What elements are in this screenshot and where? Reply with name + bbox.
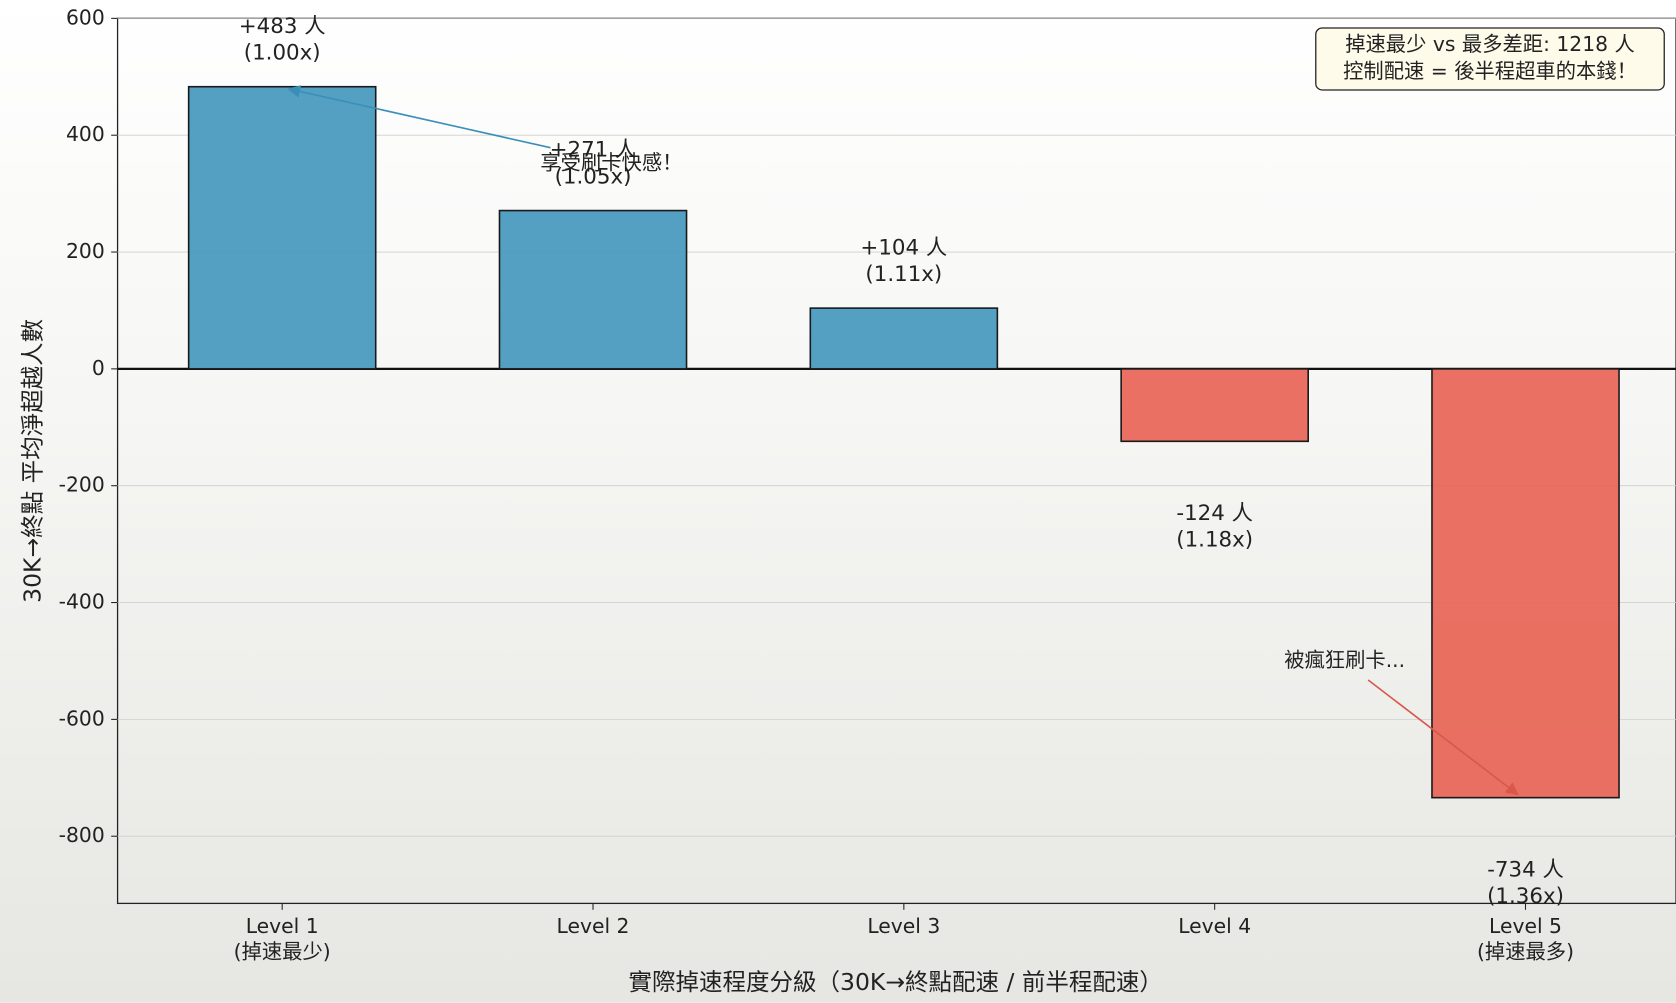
y-tick-label: -600 (59, 706, 105, 730)
x-tick-label-line: Level 4 (1178, 914, 1251, 938)
x-tick-label-line: Level 2 (557, 914, 630, 938)
x-tick-label: Level 4 (1178, 914, 1251, 938)
value-label-line: (1.18x) (1176, 528, 1253, 553)
x-tick-label-line: Level 1 (246, 914, 319, 938)
value-label: -124 人(1.18x) (1176, 501, 1253, 553)
info-box (1315, 27, 1665, 91)
x-tick-label-line: (掉速最多) (1477, 940, 1574, 964)
x-tick-label: Level 1 (掉速最少) (234, 914, 331, 964)
y-tick-label: -800 (59, 823, 105, 847)
value-label-line: (1.11x) (865, 262, 942, 287)
x-tick-label-line: Level 3 (867, 914, 940, 938)
value-label-line: -124 人 (1176, 501, 1253, 526)
y-tick-label: -200 (59, 473, 105, 497)
bar (1120, 368, 1310, 443)
x-tick-label-line: Level 5 (1489, 914, 1562, 938)
value-label-line: (1.05x) (555, 164, 632, 189)
y-tick-label: 600 (66, 5, 105, 29)
value-label-line: (1.36x) (1487, 884, 1564, 909)
y-tick-label: -400 (59, 590, 105, 614)
y-tick-label: 200 (66, 239, 105, 263)
bar (187, 85, 377, 370)
value-label: -734 人(1.36x) (1487, 857, 1564, 909)
value-label-line: +271 人 (550, 138, 637, 163)
value-label-line: +104 人 (860, 235, 947, 260)
annotation-arrow (287, 85, 551, 149)
value-label-line: +483 人 (239, 14, 326, 39)
annotation: 被瘋狂刷卡... (1284, 648, 1405, 672)
bar (498, 209, 688, 370)
info-text: 掉速最少 vs 最多差距: 1218 人 (1345, 32, 1635, 56)
y-axis-label: 30K→終點 平均淨超越人數 (19, 319, 47, 603)
x-tick-label: Level 2 (557, 914, 630, 938)
x-tick-label: Level 3 (867, 914, 940, 938)
value-label-line: -734 人 (1487, 857, 1564, 882)
x-tick-label-line: (掉速最少) (234, 940, 331, 964)
value-label: +104 人(1.11x) (860, 235, 947, 287)
y-tick-label: 0 (92, 356, 105, 380)
bar (809, 307, 999, 370)
x-tick-label: Level 5 (掉速最多) (1477, 914, 1574, 964)
value-label-line: (1.00x) (244, 41, 321, 66)
bar (1431, 368, 1620, 799)
y-tick-label: 400 (66, 122, 105, 146)
x-axis-label: 實際掉速程度分級（30K→終點配速 / 前半程配速） (629, 968, 1163, 996)
value-label: +483 人(1.00x) (239, 14, 326, 66)
info-text: 控制配速 = 後半程超車的本錢！ (1343, 59, 1637, 83)
annotation: 享受刷卡快感！ (540, 151, 682, 175)
annotation-arrow (1367, 679, 1519, 796)
value-label: +271 人(1.05x) (550, 138, 637, 190)
